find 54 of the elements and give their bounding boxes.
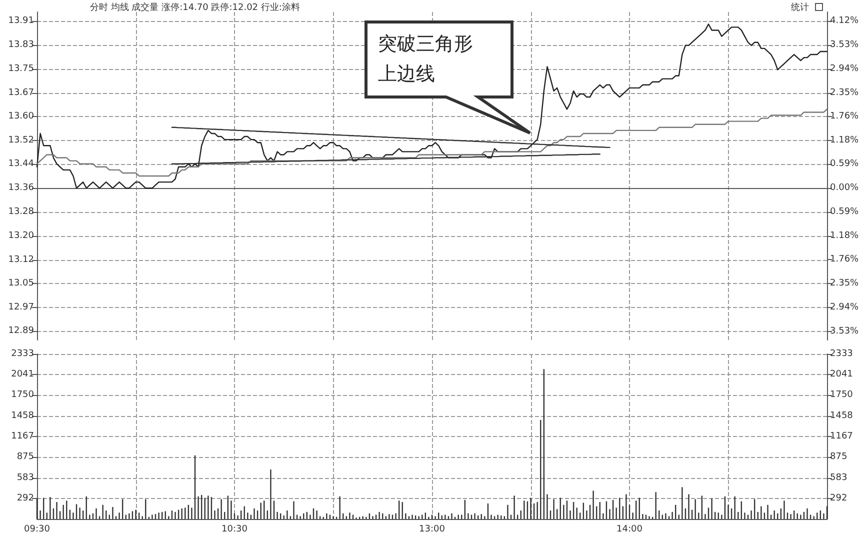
y2-tick-label: 2.35% — [830, 278, 860, 289]
y-tick-label: 1458 — [11, 410, 34, 421]
y-tick-label: 13.05 — [8, 278, 34, 289]
y-tick-label: 12.97 — [8, 302, 34, 313]
y2-tick-label: 0.59% — [830, 159, 860, 170]
annotation: 统计 — [791, 2, 809, 14]
y2-tick-label: 3.53% — [830, 326, 860, 336]
x-tick-label: 14:00 — [616, 524, 643, 534]
y2-tick-label: 292 — [830, 493, 848, 504]
y-tick-label: 13.60 — [8, 111, 34, 122]
y-tick-label: 2333 — [11, 349, 34, 359]
y-tick-label: 13.91 — [8, 16, 34, 26]
y-tick-label: 12.89 — [8, 326, 34, 336]
y2-tick-label: 0.00% — [830, 183, 860, 194]
y2-tick-label: 1.76% — [830, 254, 860, 265]
y-tick-label: 1167 — [11, 431, 34, 442]
y2-tick-label: 2.94% — [830, 302, 860, 313]
y-tick-label: 875 — [16, 452, 34, 462]
x-tick-label: 10:30 — [222, 524, 248, 534]
y2-tick-label: 1458 — [830, 410, 854, 421]
y-tick-label: 13.83 — [8, 40, 34, 50]
y-tick-label: 13.75 — [8, 64, 34, 74]
y2-tick-label: 1167 — [830, 431, 853, 442]
x-tick-label: 09:30 — [24, 524, 50, 534]
line-series — [36, 108, 828, 177]
y-tick-label: 13.20 — [8, 230, 34, 241]
line-series — [171, 154, 600, 164]
y-tick-label: 13.52 — [8, 135, 34, 146]
y2-tick-label: 4.12% — [830, 16, 860, 26]
y2-tick-label: 583 — [830, 472, 848, 483]
y-tick-label: 583 — [16, 472, 34, 483]
y-tick-label: 2041 — [11, 370, 34, 380]
y2-tick-label: 1.18% — [830, 231, 860, 242]
annotation: 分时 均线 成交量 涨停:14.70 跌停:12.02 行业:涂料 — [90, 2, 300, 14]
line-series — [171, 126, 610, 148]
y2-tick-label: 2041 — [830, 370, 853, 380]
y-tick-label: 13.67 — [8, 88, 34, 98]
y2-tick-label: 1750 — [830, 390, 854, 400]
y-tick-label: 292 — [16, 493, 34, 504]
y-tick-label: 13.44 — [8, 159, 34, 170]
y2-tick-label: 1.76% — [830, 112, 860, 122]
y2-tick-label: 2333 — [830, 349, 853, 359]
y2-tick-label: 0.59% — [830, 207, 860, 218]
y-tick-label: 1750 — [11, 390, 34, 400]
y-tick-label: 13.28 — [8, 207, 34, 218]
y2-tick-label: 3.53% — [830, 40, 860, 50]
y-tick-label: 13.12 — [8, 254, 34, 265]
y2-tick-label: 2.94% — [830, 64, 860, 74]
x-tick-label: 13:00 — [419, 524, 446, 534]
y2-tick-label: 2.35% — [830, 88, 860, 98]
y2-tick-label: 1.18% — [830, 135, 860, 146]
y2-tick-label: 875 — [830, 452, 848, 462]
y-tick-label: 13.36 — [8, 183, 34, 194]
annotation: 突破三角形上边线 — [378, 32, 474, 87]
